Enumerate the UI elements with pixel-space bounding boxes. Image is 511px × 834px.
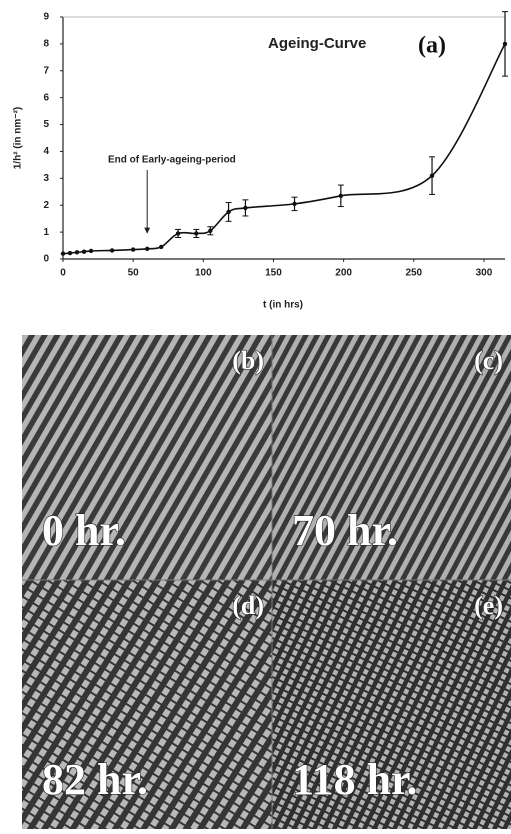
x-tick-label: 50 — [128, 268, 140, 279]
x-tick-label: 0 — [60, 268, 66, 279]
image-panels: (b) 0 hr. (c) 70 hr. (d) 82 hr. (e) 118 hr. — [22, 335, 511, 829]
data-point — [292, 201, 297, 207]
y-tick-label: 2 — [43, 200, 49, 211]
panel-label: (a) — [418, 33, 446, 59]
x-axis-label: t (in hrs) — [263, 300, 303, 311]
panel-label: (b) — [232, 346, 264, 375]
y-tick-label: 3 — [43, 173, 49, 184]
data-point — [88, 248, 94, 254]
micrograph — [22, 335, 272, 580]
data-point — [502, 41, 508, 47]
data-point — [130, 247, 136, 252]
data-point — [208, 228, 213, 233]
panel-label: (c) — [474, 346, 503, 375]
y-tick-label: 4 — [43, 146, 49, 157]
y-tick-label: 5 — [43, 119, 49, 130]
data-point — [175, 231, 181, 236]
data-point — [194, 231, 199, 236]
data-point — [429, 173, 435, 178]
chart-title: Ageing-Curve — [268, 35, 366, 52]
data-point — [338, 193, 344, 199]
data-point — [67, 250, 73, 256]
x-tick-label: 250 — [405, 268, 422, 279]
x-tick-label: 200 — [335, 268, 352, 279]
y-tick-label: 8 — [43, 39, 49, 50]
data-point — [74, 250, 80, 255]
data-point — [60, 251, 66, 256]
annotation: End of Early-ageing-period — [108, 155, 236, 166]
data-point — [226, 209, 231, 215]
curve — [62, 43, 506, 255]
panel-label: (e) — [474, 591, 503, 620]
data-point — [144, 246, 150, 251]
panel-time: 0 hr. — [42, 506, 126, 555]
data-point — [81, 249, 87, 254]
data-point — [159, 244, 164, 250]
y-axis-label: 1/h² (in nm⁻²) — [13, 107, 24, 170]
y-tick-label: 6 — [43, 92, 49, 103]
x-tick-label: 100 — [195, 268, 212, 279]
panel-label: (d) — [232, 591, 264, 620]
data-point — [243, 205, 248, 211]
data-point — [109, 248, 115, 253]
micrograph — [22, 580, 272, 829]
panel-time: 70 hr. — [292, 506, 398, 555]
micrograph — [272, 580, 511, 829]
panel-time: 118 hr. — [292, 755, 418, 804]
micrograph — [272, 335, 511, 580]
y-tick-label: 1 — [43, 227, 49, 238]
y-tick-label: 9 — [43, 12, 49, 23]
y-tick-label: 0 — [43, 254, 49, 265]
panel-time: 82 hr. — [42, 755, 148, 804]
y-tick-label: 7 — [43, 65, 49, 76]
x-tick-label: 150 — [265, 268, 282, 279]
x-tick-label: 300 — [476, 268, 493, 279]
